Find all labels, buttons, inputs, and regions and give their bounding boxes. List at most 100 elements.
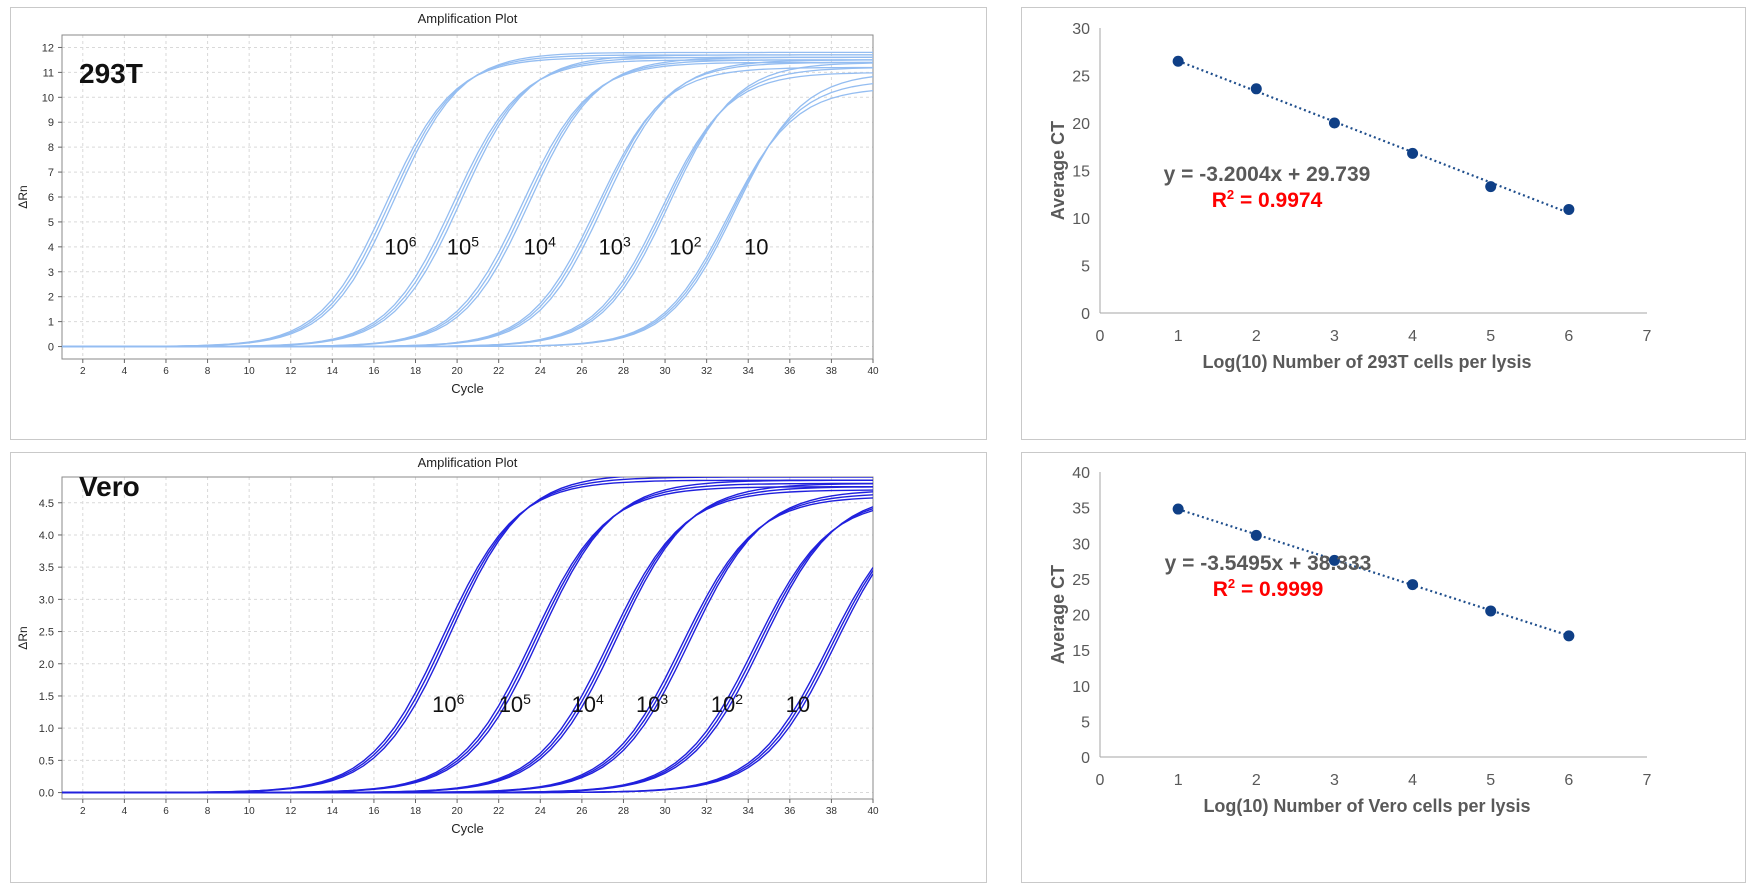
x-tick-label: 30 bbox=[659, 806, 671, 817]
amplification-curve bbox=[62, 479, 873, 794]
data-point bbox=[1172, 55, 1184, 67]
x-tick-label: 4 bbox=[122, 806, 128, 817]
y-tick-label: 0 bbox=[48, 342, 54, 354]
y-tick-label: 2.0 bbox=[39, 659, 54, 671]
amplification-curve bbox=[62, 486, 873, 794]
plot-area bbox=[61, 476, 874, 800]
standard-curve-vero: 0 1 2 3 4 5 6 7 0 5 10 15 20 25 30 35 40 Log(10) Number o… bbox=[1048, 465, 1652, 816]
x-tick-label: 18 bbox=[410, 806, 422, 817]
x-tick-label: 1 bbox=[1174, 328, 1183, 345]
x-tick-label: 7 bbox=[1643, 772, 1652, 789]
y-tick-label: 5 bbox=[48, 217, 54, 229]
x-axis-title: Cycle bbox=[451, 381, 484, 396]
data-point bbox=[1485, 605, 1497, 617]
x-tick-label: 28 bbox=[618, 806, 630, 817]
x-tick-label: 2 bbox=[80, 366, 86, 377]
x-tick-label: 4 bbox=[122, 366, 128, 377]
x-tick-label: 2 bbox=[1252, 328, 1261, 345]
data-point bbox=[1563, 203, 1575, 215]
x-tick-label: 26 bbox=[576, 806, 588, 817]
y-tick-label: 15 bbox=[1072, 643, 1090, 660]
y-tick-label: 10 bbox=[1072, 679, 1090, 696]
x-tick-label: 38 bbox=[826, 366, 838, 377]
y-axis-title: Average CT bbox=[1048, 121, 1068, 220]
y-tick-label: 12 bbox=[42, 42, 54, 54]
sample-label: 293T bbox=[79, 58, 143, 89]
x-tick-label: 14 bbox=[327, 366, 339, 377]
y-tick-label: 25 bbox=[1072, 572, 1090, 589]
y-tick-label: 11 bbox=[43, 67, 54, 79]
r-squared-label: R2 = 0.9999 bbox=[1213, 576, 1324, 601]
y-tick-label: 1.5 bbox=[39, 691, 54, 703]
x-tick-label: 6 bbox=[163, 366, 169, 377]
y-tick-label: 1 bbox=[48, 317, 54, 329]
amplification-curve bbox=[62, 59, 873, 348]
amplification-curve bbox=[62, 477, 873, 794]
y-tick-label: 0.0 bbox=[39, 788, 54, 800]
dilution-label: 104 bbox=[571, 691, 603, 717]
data-point bbox=[1250, 83, 1262, 95]
y-tick-label: 4.0 bbox=[39, 530, 54, 542]
y-tick-label: 0 bbox=[1081, 306, 1090, 323]
x-tick-label: 40 bbox=[867, 366, 879, 377]
data-point bbox=[1328, 117, 1340, 129]
dilution-label: 103 bbox=[599, 233, 631, 259]
data-point bbox=[1407, 147, 1419, 159]
chart-title: Amplification Plot bbox=[418, 455, 518, 470]
x-tick-label: 22 bbox=[493, 366, 505, 377]
x-tick-label: 30 bbox=[659, 366, 671, 377]
x-tick-label: 8 bbox=[205, 806, 211, 817]
amplification-plot-293t-panel: Amplification Plot 2 4 6 8 10 12 14 16 18 20 22 24 26… bbox=[10, 7, 987, 440]
x-tick-label: 16 bbox=[368, 806, 380, 817]
y-tick-label: 0.5 bbox=[39, 755, 54, 767]
trendline bbox=[1177, 508, 1570, 637]
amplification-curve bbox=[62, 51, 873, 348]
r-squared-label: R2 = 0.9974 bbox=[1212, 187, 1323, 212]
dilution-label: 102 bbox=[711, 691, 743, 717]
y-axis-title: ΔRn bbox=[16, 185, 30, 208]
y-tick-label: 2 bbox=[48, 292, 54, 304]
amplification-curve bbox=[62, 54, 873, 348]
x-tick-label: 40 bbox=[867, 806, 879, 817]
x-tick-label: 32 bbox=[701, 806, 713, 817]
x-tick-label: 34 bbox=[743, 806, 755, 817]
data-point bbox=[1407, 579, 1419, 591]
x-tick-label: 7 bbox=[1643, 328, 1652, 345]
chart-title: Amplification Plot bbox=[418, 11, 518, 26]
x-tick-label: 14 bbox=[327, 806, 339, 817]
x-tick-label: 4 bbox=[1408, 328, 1417, 345]
dilution-label: 105 bbox=[447, 233, 479, 259]
amplification-curve bbox=[62, 479, 873, 794]
amplification-curve bbox=[62, 570, 873, 794]
trendline-equation: y = -3.2004x + 29.739 bbox=[1164, 163, 1371, 186]
dilution-label: 106 bbox=[432, 691, 464, 717]
y-tick-label: 6 bbox=[48, 192, 54, 204]
x-tick-label: 1 bbox=[1174, 772, 1183, 789]
x-tick-label: 2 bbox=[1252, 772, 1261, 789]
amplification-curve bbox=[62, 76, 873, 348]
data-point bbox=[1485, 181, 1497, 193]
x-tick-label: 10 bbox=[244, 366, 256, 377]
dilution-label: 104 bbox=[524, 233, 556, 259]
y-tick-label: 5 bbox=[1081, 714, 1090, 731]
amplification-curve bbox=[62, 567, 873, 794]
x-tick-label: 36 bbox=[784, 366, 796, 377]
x-tick-label: 24 bbox=[535, 806, 547, 817]
dilution-label: 10 bbox=[744, 234, 768, 259]
y-tick-label: 10 bbox=[1072, 211, 1090, 228]
sample-label: Vero bbox=[79, 471, 140, 502]
y-tick-label: 3.0 bbox=[39, 594, 54, 606]
amplification-curve bbox=[62, 507, 873, 794]
dilution-label: 105 bbox=[499, 691, 531, 717]
x-axis-title: Log(10) Number of Vero cells per lysis bbox=[1203, 796, 1530, 816]
x-tick-label: 6 bbox=[1564, 328, 1573, 345]
x-tick-label: 16 bbox=[368, 366, 380, 377]
standard-curve-293t: 0 1 2 3 4 5 6 7 0 5 10 15 20 25 30 Log(10) Number of 29… bbox=[1048, 21, 1652, 372]
dilution-label: 10 bbox=[786, 692, 810, 717]
x-tick-label: 6 bbox=[163, 806, 169, 817]
x-tick-label: 5 bbox=[1486, 772, 1495, 789]
x-tick-label: 22 bbox=[493, 806, 505, 817]
x-tick-label: 8 bbox=[205, 366, 211, 377]
data-point bbox=[1563, 630, 1575, 642]
